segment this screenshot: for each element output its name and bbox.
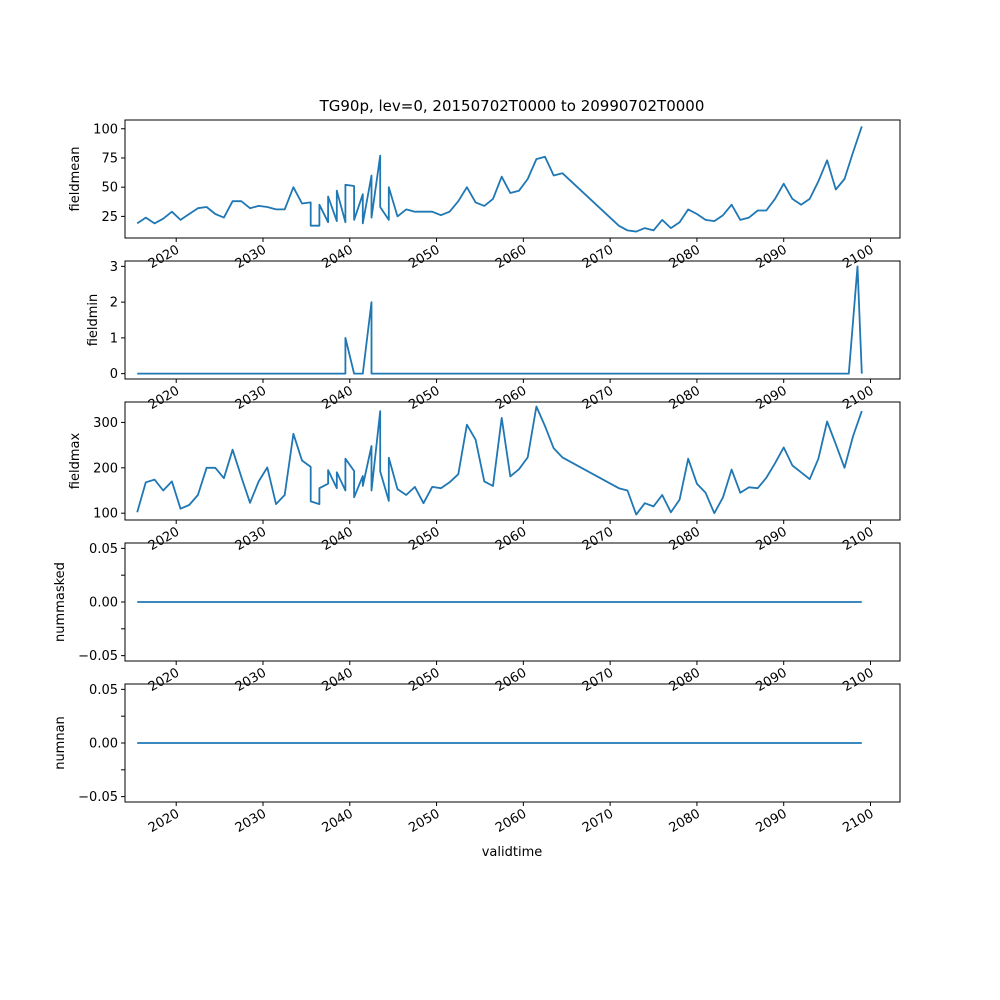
axes-frame	[124, 119, 901, 239]
y-tick-label: 100	[93, 122, 118, 137]
y-tick-label: 0.00	[89, 737, 118, 752]
y-axis-label: fieldmax	[68, 433, 83, 490]
y-tick-label: 0.00	[89, 596, 118, 611]
y-tick-label: 3	[110, 260, 118, 275]
y-tick-label: 300	[93, 416, 118, 431]
y-tick-label: 0.05	[89, 542, 118, 557]
y-tick-label: 2	[110, 296, 118, 311]
axes-frame	[124, 260, 901, 380]
y-tick-label: 0.05	[89, 683, 118, 698]
x-axis-label: validtime	[482, 845, 543, 860]
y-tick-label: 1	[110, 331, 118, 346]
y-tick-label: 25	[101, 210, 118, 225]
y-tick-label: 200	[93, 461, 118, 476]
series-line-fieldmean	[136, 126, 863, 233]
y-axis-label: fieldmean	[68, 147, 83, 212]
y-axis-label: nummasked	[53, 562, 68, 642]
y-tick-label: 100	[93, 507, 118, 522]
series-line-fieldmin	[137, 265, 863, 375]
y-tick-label: 0	[110, 367, 118, 382]
figure-title: TG90p, lev=0, 20150702T0000 to 20990702T…	[319, 97, 705, 115]
y-axis-label: numnan	[53, 716, 68, 770]
y-tick-label: −0.05	[78, 649, 118, 664]
axes-frame	[124, 401, 901, 521]
y-tick-label: −0.05	[78, 790, 118, 805]
y-tick-label: 75	[101, 151, 118, 166]
series-line-fieldmax	[136, 405, 863, 516]
y-tick-label: 50	[101, 181, 118, 196]
y-axis-label: fieldmin	[86, 294, 101, 347]
